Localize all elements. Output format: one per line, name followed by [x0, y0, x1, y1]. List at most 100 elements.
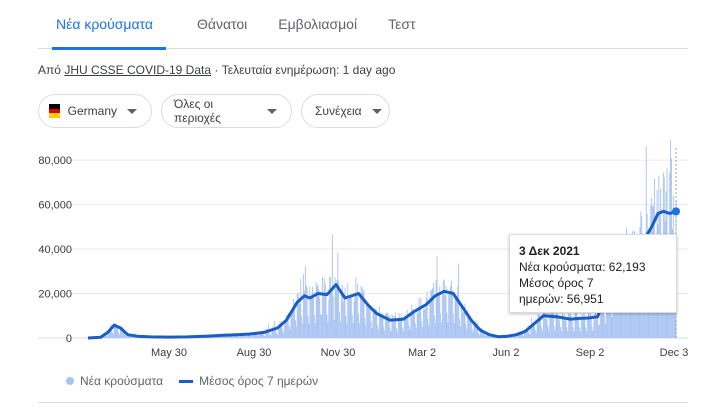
region-dropdown[interactable]: Όλες οι περιοχές [161, 94, 292, 128]
daily-case-bar [597, 317, 598, 338]
daily-case-bar [460, 326, 461, 338]
daily-case-bar [246, 334, 248, 338]
daily-case-bar [345, 315, 347, 338]
daily-case-bar [431, 290, 433, 338]
daily-case-bar [515, 336, 517, 338]
daily-case-bar [417, 313, 419, 338]
daily-case-bar [313, 292, 314, 338]
daily-case-bar [111, 332, 113, 338]
daily-case-bar [374, 313, 376, 338]
daily-case-bar [303, 274, 304, 338]
daily-case-bar [555, 313, 557, 338]
daily-case-bar [463, 309, 465, 338]
daily-case-bar [462, 312, 464, 338]
daily-case-bar [294, 303, 295, 338]
daily-case-bar [239, 336, 240, 338]
filter-controls: Germany Όλες οι περιοχές Συνέχεια [38, 94, 390, 128]
daily-case-bar [255, 333, 257, 338]
daily-case-bar [600, 303, 602, 338]
daily-case-bar [569, 314, 571, 338]
tab-tests[interactable]: Τεστ [388, 16, 416, 32]
daily-case-bar [433, 315, 435, 338]
daily-case-bar [266, 328, 268, 338]
daily-case-bar [129, 335, 131, 338]
daily-case-bar [535, 332, 537, 338]
daily-case-bar [251, 336, 253, 338]
daily-case-bar [330, 277, 332, 338]
daily-case-bar [510, 337, 512, 338]
daily-case-bar [404, 319, 406, 338]
daily-case-bar [395, 312, 396, 338]
country-dropdown[interactable]: Germany [38, 94, 152, 128]
daily-case-bar [225, 336, 227, 338]
daily-case-bar [292, 307, 294, 338]
tab-deaths[interactable]: Θάνατοι [196, 16, 248, 32]
daily-case-bar [120, 327, 121, 338]
daily-case-bar [380, 317, 382, 338]
daily-case-bar [382, 314, 384, 338]
daily-case-bar [329, 276, 331, 338]
daily-case-bar [522, 333, 524, 338]
daily-case-bar [424, 308, 426, 338]
daily-case-bar [392, 315, 394, 338]
daily-case-bar [278, 324, 280, 338]
daily-case-bar [301, 316, 303, 338]
daily-case-bar [443, 279, 445, 338]
tab-new-cases[interactable]: Νέα κρούσματα [52, 0, 166, 50]
daily-case-bar [536, 320, 538, 338]
daily-case-bar [461, 311, 463, 338]
daily-case-bar [284, 321, 286, 338]
daily-case-bar [450, 280, 452, 338]
daily-case-bar [395, 327, 397, 338]
daily-case-bar [367, 306, 369, 338]
daily-case-bar [563, 314, 565, 338]
tab-vaccinations[interactable]: Εμβολιασμοί [278, 16, 358, 32]
daily-case-bar [528, 332, 530, 338]
daily-case-bar [439, 286, 441, 338]
daily-case-bar [375, 308, 377, 338]
daily-case-bar [546, 310, 548, 338]
daily-case-bar [544, 310, 546, 338]
x-tick-label: Nov 30 [321, 347, 356, 359]
daily-case-bar [464, 303, 466, 338]
y-axis-labels: 80,000 60,000 40,000 20,000 0 [38, 155, 72, 345]
daily-case-bar [452, 313, 454, 338]
daily-case-bar [288, 325, 290, 338]
daily-case-bar [328, 299, 330, 338]
daily-case-bar [366, 300, 368, 338]
daily-case-bar [373, 312, 375, 338]
daily-case-bar [408, 325, 410, 338]
daily-case-bar [509, 336, 511, 338]
daily-case-bar [548, 330, 550, 338]
tooltip-date: 3 Δεκ 2021 [519, 244, 580, 258]
daily-case-bar [265, 332, 267, 338]
daily-case-bar [326, 314, 328, 338]
daily-case-bar [116, 327, 118, 338]
daily-case-bar [273, 329, 275, 338]
daily-case-bar [624, 309, 626, 338]
daily-case-bar [354, 293, 356, 338]
daily-case-bar [480, 327, 482, 338]
daily-case-bar [285, 314, 287, 338]
source-link[interactable]: JHU CSSE COVID-19 Data [64, 63, 212, 77]
daily-case-bar [407, 319, 409, 338]
x-tick-label: Mar 2 [408, 347, 436, 359]
daily-case-bar [490, 336, 492, 338]
daily-case-bar [468, 313, 470, 338]
range-dropdown[interactable]: Συνέχεια [301, 94, 390, 128]
daily-case-bar [616, 298, 618, 338]
daily-case-bar [333, 320, 335, 338]
daily-case-bar [369, 309, 371, 338]
daily-case-bar [388, 314, 390, 338]
daily-case-bar [467, 310, 469, 338]
daily-case-bar [318, 289, 320, 338]
daily-case-bar [553, 326, 555, 338]
daily-case-bar [364, 317, 366, 338]
daily-case-bar [588, 312, 589, 338]
daily-case-bar [470, 317, 472, 338]
daily-case-bar [521, 331, 523, 338]
daily-case-bar [427, 318, 429, 338]
daily-case-bar [385, 313, 387, 338]
daily-case-bar [630, 308, 632, 338]
daily-case-bar [479, 328, 481, 338]
